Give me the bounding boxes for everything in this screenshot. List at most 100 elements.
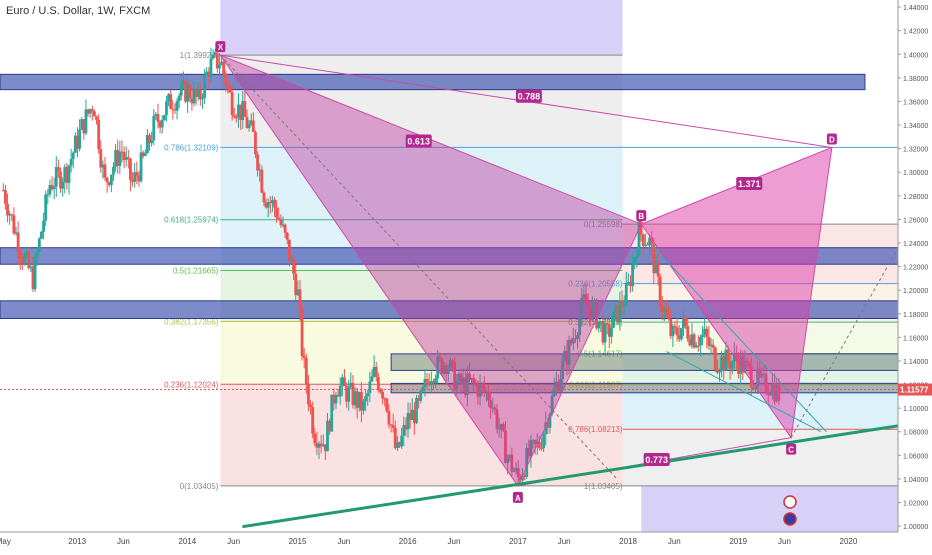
candle-body xyxy=(546,422,550,428)
candle-body xyxy=(249,120,253,125)
candle-body xyxy=(499,424,503,429)
candle-body xyxy=(156,114,160,122)
candle-body xyxy=(752,387,755,390)
candle-body xyxy=(258,169,262,171)
candle-body xyxy=(599,321,603,323)
candle-body xyxy=(387,411,391,425)
candle-body xyxy=(578,316,582,336)
candle-body xyxy=(427,381,431,385)
candle-body xyxy=(319,443,323,447)
candle-body xyxy=(654,261,658,274)
candle-body xyxy=(544,422,548,435)
candle-body xyxy=(347,386,351,402)
point-badge xyxy=(512,491,523,503)
candle-body xyxy=(137,175,141,182)
candle-body xyxy=(360,391,363,411)
candle-body xyxy=(109,174,113,186)
fib-xa-label: 0(1.03405) xyxy=(180,482,219,491)
candle-body xyxy=(93,111,96,117)
candle-body xyxy=(52,186,56,190)
candle-body xyxy=(381,391,384,399)
candle-body xyxy=(279,219,283,226)
candle-body xyxy=(696,345,700,347)
candle-body xyxy=(368,381,372,394)
candle-body xyxy=(82,119,86,134)
candle-body xyxy=(95,116,98,120)
candle-body xyxy=(432,381,435,383)
candle-body xyxy=(287,239,291,261)
candle-body xyxy=(451,360,454,363)
candle-body xyxy=(629,282,632,287)
channel-line xyxy=(666,351,822,433)
candle-body xyxy=(334,394,338,404)
candle-body xyxy=(218,64,221,69)
candle-body xyxy=(323,444,327,452)
point-badge xyxy=(215,41,226,53)
eu-flag-icon xyxy=(783,512,797,526)
candle-body xyxy=(88,109,92,114)
ratio-badge xyxy=(515,89,542,103)
price-tick-label: 1.02000 xyxy=(903,501,928,508)
candle-body xyxy=(603,322,607,343)
candle-body xyxy=(215,52,219,69)
pattern-cd-dashed xyxy=(790,247,899,438)
candle-body xyxy=(550,395,554,415)
price-tick-label: 1.36000 xyxy=(903,99,928,106)
fib-xa-label: 0.786(1.32109) xyxy=(164,143,219,152)
candle-body xyxy=(46,194,50,196)
candle-body xyxy=(495,409,499,429)
candle-body xyxy=(152,116,156,141)
time-zone-upper xyxy=(220,0,623,56)
candle-body xyxy=(124,157,128,161)
candle-body xyxy=(61,182,65,189)
candle-body xyxy=(173,109,177,111)
point-badge xyxy=(826,133,837,145)
price-tick-label: 1.28000 xyxy=(903,194,928,201)
candle-body xyxy=(607,324,611,337)
candle-body xyxy=(27,251,31,268)
candle-body xyxy=(470,377,473,380)
fib-xa-label: 0.5(1.21665) xyxy=(173,267,219,276)
candle-body xyxy=(434,378,437,383)
candle-body xyxy=(438,356,442,359)
price-tick-label: 1.14000 xyxy=(903,359,928,366)
candle-body xyxy=(491,407,495,409)
candle-body xyxy=(457,373,461,382)
candle-body xyxy=(489,400,493,408)
candle-body xyxy=(688,338,692,346)
candle-body xyxy=(54,167,58,187)
candle-body xyxy=(624,283,628,305)
candle-body xyxy=(663,309,666,312)
candle-body xyxy=(133,172,137,182)
price-tick-label: 1.38000 xyxy=(903,76,928,83)
candle-body xyxy=(205,71,209,75)
candle-body xyxy=(12,215,16,234)
time-tick-label: 2015 xyxy=(289,537,307,546)
candle-body xyxy=(610,327,613,337)
price-tick-label: 1.24000 xyxy=(903,241,928,248)
candle-body xyxy=(506,457,510,464)
price-tick-label: 1.40000 xyxy=(903,52,928,59)
point-label: B xyxy=(638,212,644,221)
candle-body xyxy=(42,220,45,232)
candle-body xyxy=(595,301,599,329)
candle-body xyxy=(574,338,577,340)
price-tick-label: 1.06000 xyxy=(903,453,928,460)
candle-body xyxy=(29,266,33,268)
candle-body xyxy=(18,252,22,259)
candle-body xyxy=(639,221,643,235)
candle-body xyxy=(393,427,397,449)
candle-body xyxy=(256,154,259,171)
candle-body xyxy=(690,334,694,346)
candle-body xyxy=(667,315,671,320)
candle-body xyxy=(453,362,457,391)
candle-body xyxy=(234,117,238,119)
candle-body xyxy=(468,373,471,380)
candle-body xyxy=(614,305,618,313)
candle-body xyxy=(67,165,71,183)
candle-body xyxy=(135,172,139,176)
time-tick-label: 2013 xyxy=(68,537,86,546)
candle-body xyxy=(537,441,541,448)
